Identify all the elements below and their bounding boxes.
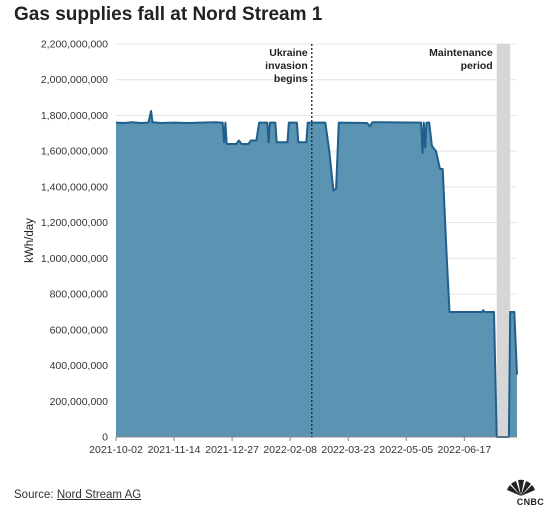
invasion-label: invasion bbox=[265, 60, 308, 72]
y-tick-label: 200,000,000 bbox=[50, 396, 109, 408]
y-tick-label: 1,800,000,000 bbox=[41, 110, 108, 122]
source-line: Source: Nord Stream AG bbox=[14, 489, 141, 501]
peacock-logo-icon bbox=[507, 479, 535, 496]
x-tick-label: 2022-02-08 bbox=[263, 444, 317, 456]
x-tick-label: 2021-10-02 bbox=[89, 444, 143, 456]
maintenance-label: Maintenance bbox=[429, 47, 493, 59]
y-tick-label: 600,000,000 bbox=[50, 324, 109, 336]
maintenance-label: period bbox=[461, 60, 493, 72]
source-link[interactable]: Nord Stream AG bbox=[56, 489, 142, 501]
y-tick-label: 800,000,000 bbox=[50, 289, 109, 301]
cnbc-logo-text: CNBC bbox=[516, 497, 544, 507]
x-tick-label: 2022-06-17 bbox=[437, 444, 491, 456]
x-tick-label: 2022-05-05 bbox=[379, 444, 433, 456]
y-tick-label: 1,200,000,000 bbox=[41, 217, 108, 229]
invasion-label: begins bbox=[274, 73, 308, 85]
y-tick-label: 2,200,000,000 bbox=[41, 39, 108, 51]
x-tick-label: 2022-03-23 bbox=[321, 444, 375, 456]
y-tick-label: 1,400,000,000 bbox=[41, 181, 108, 193]
y-axis-title: kWh/day bbox=[24, 218, 36, 263]
gas-flow-area bbox=[116, 111, 517, 437]
chart-title: Gas supplies fall at Nord Stream 1 bbox=[14, 4, 323, 25]
y-tick-label: 2,000,000,000 bbox=[41, 74, 108, 86]
y-tick-label: 1,000,000,000 bbox=[41, 253, 108, 265]
y-tick-label: 0 bbox=[102, 432, 108, 444]
y-tick-label: 1,600,000,000 bbox=[41, 146, 108, 158]
maintenance-band bbox=[496, 44, 511, 437]
y-tick-label: 400,000,000 bbox=[50, 360, 109, 372]
x-tick-label: 2021-11-14 bbox=[148, 444, 201, 456]
gas-flow-line bbox=[115, 110, 518, 438]
source-prefix: Source: bbox=[14, 489, 57, 501]
invasion-label: Ukraine bbox=[269, 47, 308, 59]
x-tick-label: 2021-12-27 bbox=[205, 444, 259, 456]
